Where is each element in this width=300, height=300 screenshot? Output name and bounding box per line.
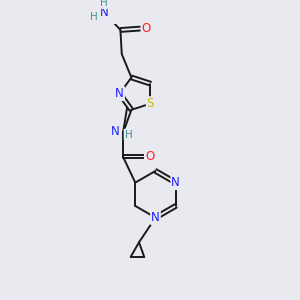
Text: N: N [111, 125, 120, 138]
Text: N: N [100, 6, 108, 20]
Text: N: N [171, 176, 180, 189]
Text: N: N [151, 211, 160, 224]
Text: H: H [90, 12, 98, 22]
Text: H: H [124, 130, 132, 140]
Text: O: O [145, 150, 154, 163]
Text: O: O [142, 22, 151, 35]
Text: S: S [147, 97, 154, 110]
Text: H: H [100, 0, 108, 8]
Text: N: N [115, 87, 124, 100]
